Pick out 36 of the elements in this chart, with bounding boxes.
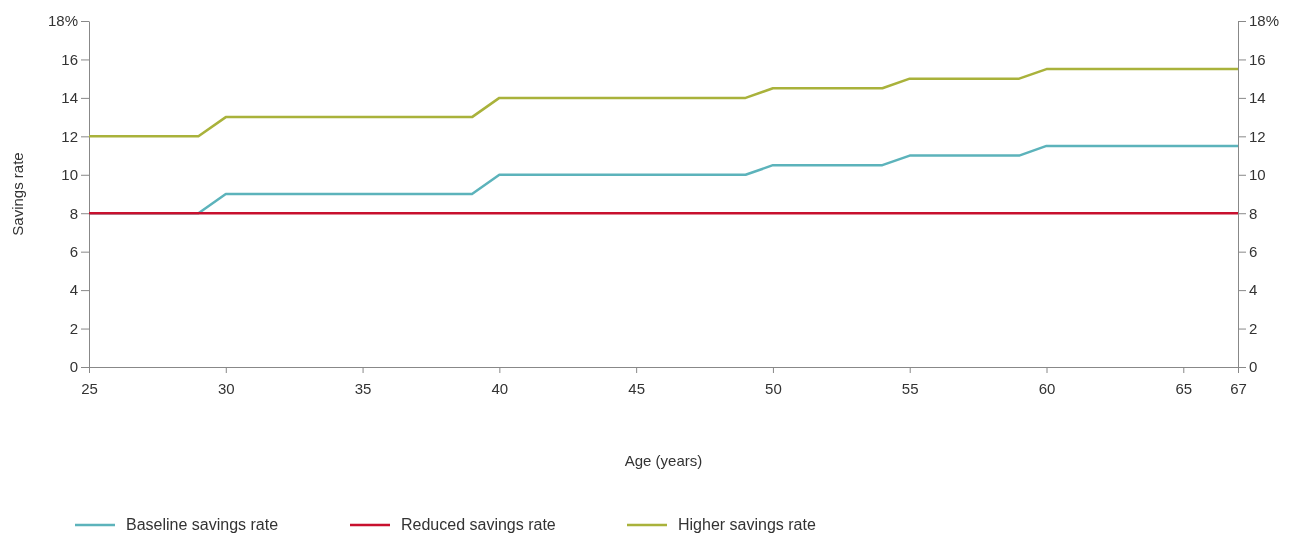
y2-tick-label: 14 — [1249, 89, 1266, 107]
y-tick-label: 0 — [69, 358, 78, 376]
x-axis-title: Age (years) — [624, 452, 703, 469]
x-tick-label: 35 — [354, 380, 372, 397]
y-tick-label: 6 — [69, 242, 78, 260]
y2-tick-label: 12 — [1249, 127, 1266, 145]
y-tick-label: 12 — [61, 127, 78, 145]
y-tick-label: 4 — [69, 281, 78, 299]
legend-label: Baseline savings rate — [126, 516, 279, 533]
x-tick-label: 30 — [217, 380, 235, 397]
x-tick-label: 40 — [491, 380, 509, 397]
y-tick-label: 18% — [47, 12, 78, 30]
x-tick-label: 55 — [901, 380, 919, 397]
x-tick-label: 65 — [1175, 380, 1193, 397]
x-tick-label: 50 — [765, 380, 782, 397]
y-tick-label: 10 — [61, 166, 78, 184]
line-series — [87, 67, 1240, 138]
y2-tick-label: 16 — [1249, 50, 1266, 68]
y-tick-label: 16 — [61, 50, 78, 68]
y-tick-label: 2 — [69, 319, 78, 337]
y-axis-title: Savings rate — [9, 152, 26, 236]
y-tick-label: 8 — [69, 204, 78, 222]
x-tick-label: 60 — [1038, 380, 1056, 397]
y2-tick-label: 10 — [1249, 166, 1266, 184]
x-tick-label: 25 — [81, 380, 98, 397]
legend-label: Reduced savings rate — [401, 516, 556, 533]
y2-tick-label: 18% — [1249, 12, 1280, 30]
y2-tick-label: 2 — [1249, 319, 1258, 337]
y2-tick-label: 8 — [1249, 204, 1258, 222]
y2-tick-label: 4 — [1249, 281, 1258, 299]
y2-tick-label: 0 — [1249, 358, 1258, 376]
x-tick-label: 45 — [628, 380, 645, 397]
y2-tick-label: 6 — [1249, 242, 1258, 260]
x-tick-label: 67 — [1230, 380, 1247, 397]
legend-label: Higher savings rate — [678, 516, 816, 533]
y-tick-label: 14 — [61, 89, 78, 107]
